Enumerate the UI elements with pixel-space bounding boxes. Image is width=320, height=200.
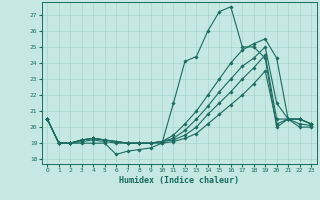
X-axis label: Humidex (Indice chaleur): Humidex (Indice chaleur) xyxy=(119,176,239,185)
